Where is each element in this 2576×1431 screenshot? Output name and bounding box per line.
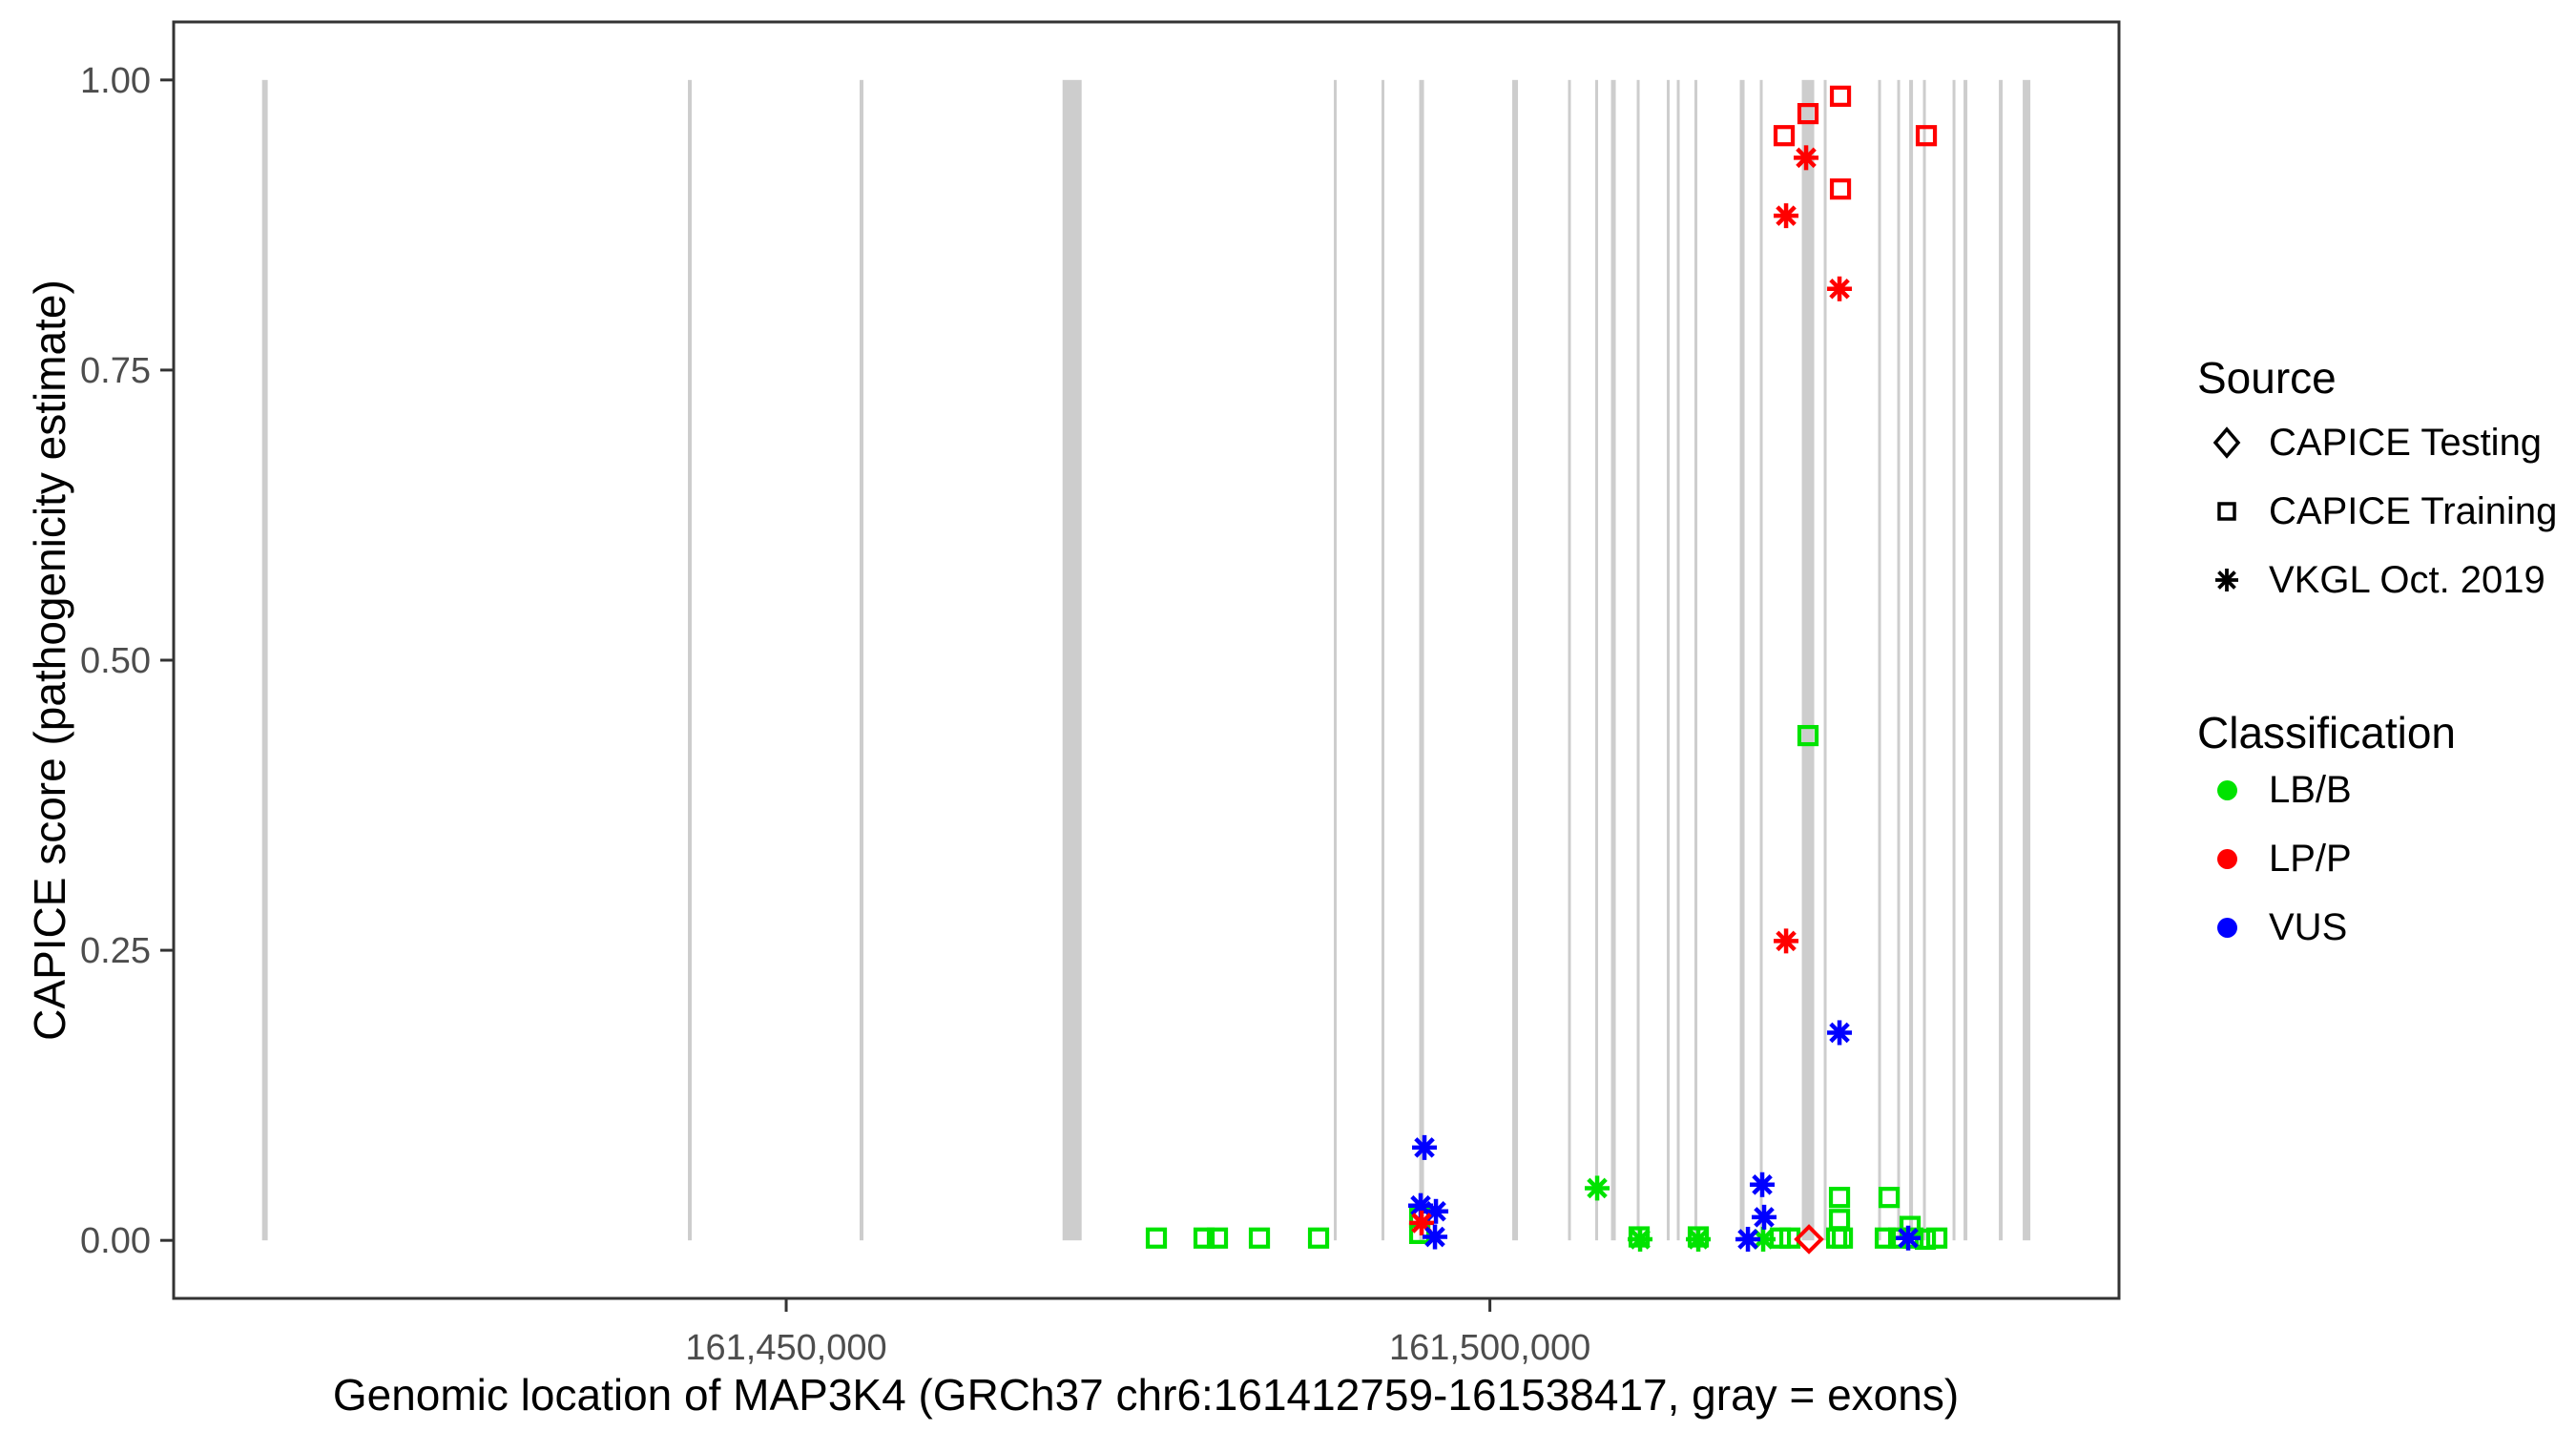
- exon-bar: [1963, 79, 1968, 1241]
- panel-border: [172, 20, 2121, 1300]
- point-square: [1878, 1187, 1901, 1209]
- exon-bar: [1636, 79, 1640, 1241]
- exon-bar: [1381, 79, 1385, 1241]
- legend-classification-title: Classification: [2197, 708, 2456, 757]
- point-square: [1145, 1227, 1168, 1249]
- point-asterisk: [1827, 276, 1853, 301]
- green-circle-icon: [2206, 769, 2248, 811]
- y-tick-label: 1.00: [80, 61, 151, 101]
- point-diamond: [1794, 1224, 1824, 1255]
- point-square: [1915, 125, 1938, 147]
- point-square: [1307, 1227, 1330, 1249]
- point-square: [1248, 1227, 1271, 1249]
- exon-bar: [1676, 79, 1680, 1241]
- point-asterisk: [1628, 1226, 1653, 1252]
- exon-bar: [688, 79, 693, 1241]
- point-square: [1797, 102, 1819, 125]
- point-asterisk: [1735, 1226, 1761, 1252]
- point-square: [1828, 1187, 1851, 1209]
- exon-bar: [1595, 79, 1599, 1241]
- exon-bar: [1739, 79, 1745, 1241]
- exon-bar: [1419, 79, 1424, 1241]
- exon-bar: [1062, 79, 1082, 1241]
- legend-item-label: LP/P: [2269, 837, 2352, 880]
- y-tick-label: 0.50: [80, 641, 151, 681]
- point-square: [1193, 1227, 1215, 1249]
- x-tick-label: 161,500,000: [1389, 1328, 1590, 1368]
- exon-bar: [1610, 79, 1616, 1241]
- exon-bar: [1909, 79, 1914, 1241]
- legend-item-label: VUS: [2269, 905, 2348, 948]
- exon-bar: [1922, 79, 1926, 1241]
- x-axis-title: Genomic location of MAP3K4 (GRCh37 chr6:…: [332, 1370, 1960, 1420]
- point-asterisk: [1827, 1020, 1853, 1046]
- legend-item-label: VKGL Oct. 2019: [2269, 558, 2545, 601]
- exon-bar: [1878, 79, 1881, 1241]
- point-square: [1825, 1227, 1848, 1249]
- point-asterisk: [1751, 1226, 1776, 1252]
- exon-bar: [1823, 79, 1827, 1241]
- legend-item-label: CAPICE Testing: [2269, 421, 2543, 464]
- exon-bar: [1334, 79, 1338, 1241]
- red-circle-icon: [2206, 838, 2248, 880]
- point-asterisk: [1774, 203, 1799, 229]
- exon-bar: [1952, 79, 1956, 1241]
- legend-item-label: LB/B: [2269, 768, 2352, 811]
- exon-bar: [1801, 79, 1815, 1241]
- point-asterisk: [1896, 1225, 1922, 1251]
- point-square: [1828, 1209, 1851, 1231]
- point-asterisk: [1752, 1204, 1777, 1230]
- exon-bar: [1897, 79, 1901, 1241]
- blue-circle-icon: [2206, 906, 2248, 948]
- exon-bar: [1759, 79, 1763, 1241]
- point-square: [1874, 1227, 1897, 1249]
- exon-bar: [1512, 79, 1519, 1241]
- y-tick-label: 0.00: [80, 1221, 151, 1261]
- exon-bar: [1568, 79, 1571, 1241]
- point-square: [1829, 178, 1852, 200]
- point-square: [1829, 85, 1852, 107]
- legend-source-title: Source: [2197, 353, 2337, 403]
- exon-bar: [1999, 79, 2004, 1241]
- exon-bar: [1667, 79, 1671, 1241]
- point-square: [1773, 125, 1796, 147]
- point-asterisk: [1750, 1172, 1776, 1197]
- point-square: [1831, 1227, 1854, 1249]
- point-asterisk: [1585, 1175, 1610, 1201]
- diamond-icon: [2206, 422, 2248, 464]
- exon-bar: [859, 79, 863, 1241]
- point-square: [1797, 724, 1819, 747]
- legend-item-label: CAPICE Training: [2269, 489, 2558, 532]
- exon-bar: [261, 79, 268, 1241]
- point-square: [1206, 1227, 1229, 1249]
- point-asterisk: [1423, 1224, 1448, 1250]
- exon-bar: [1694, 79, 1698, 1241]
- y-tick-label: 0.25: [80, 931, 151, 971]
- y-axis-title: CAPICE score (pathogenicity estimate): [25, 280, 74, 1041]
- square-icon: [2206, 490, 2248, 532]
- point-asterisk: [1794, 145, 1819, 171]
- point-square: [1925, 1227, 1948, 1249]
- x-tick-label: 161,450,000: [685, 1328, 886, 1368]
- point-asterisk: [1686, 1226, 1712, 1252]
- exon-bar: [2023, 79, 2031, 1241]
- asterisk-icon: [2206, 559, 2248, 601]
- y-tick-label: 0.75: [80, 351, 151, 391]
- point-asterisk: [1774, 928, 1799, 954]
- point-asterisk: [1412, 1134, 1438, 1160]
